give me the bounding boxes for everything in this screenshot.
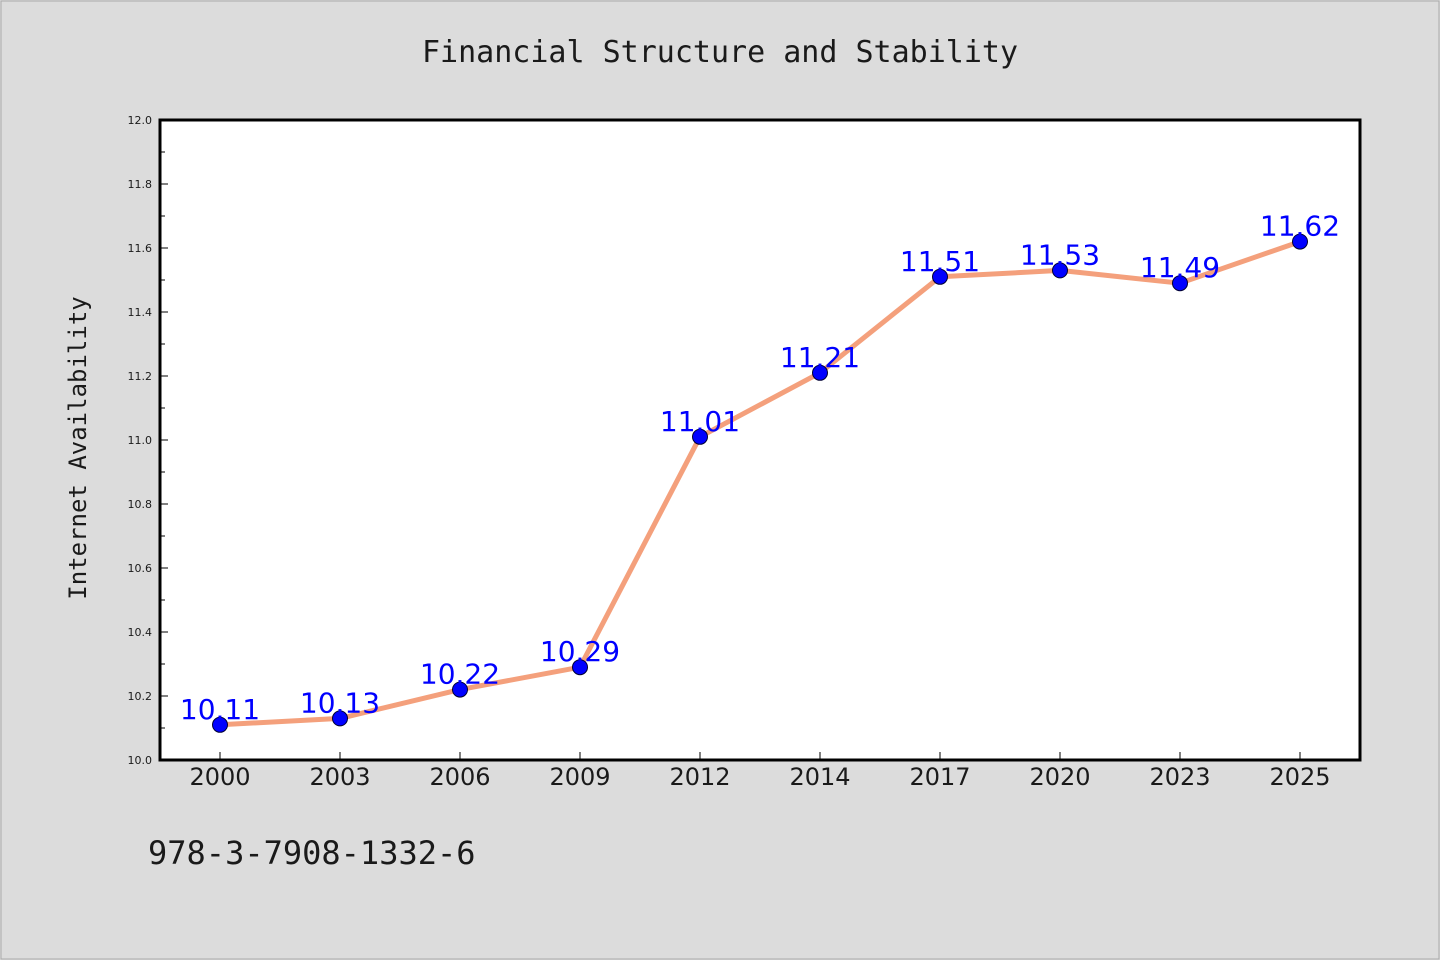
data-point [692,428,708,445]
x-tick-label: 2017 [909,763,970,791]
x-tick-label: 2014 [789,763,850,791]
y-tick-label: 10.4 [128,626,153,639]
y-tick-label: 10.6 [128,562,153,575]
y-tick-label: 11.0 [128,434,153,447]
x-tick-label: 2003 [309,763,370,791]
data-markers [212,233,1308,733]
data-point [1172,275,1188,292]
data-label: 10.29 [540,635,620,668]
data-point [1292,233,1308,250]
data-point [332,710,348,727]
x-tick-label: 2025 [1269,763,1330,791]
data-label: 10.13 [300,686,380,719]
x-tick-label: 2012 [669,763,730,791]
y-axis-label: Internet Availability [64,296,92,599]
plot-area [160,120,1360,760]
isbn-annotation: 978-3-7908-1332-6 [148,834,476,872]
y-tick-label: 10.0 [128,754,153,767]
series-line [217,239,1303,728]
x-tick-label: 2006 [429,763,490,791]
chart-title: Financial Structure and Stability [422,35,1018,70]
data-point [812,364,828,381]
data-label: 11.01 [660,405,740,438]
data-point [932,268,948,285]
x-tick-label: 2000 [189,763,250,791]
x-tick-label: 2023 [1149,763,1210,791]
data-point [212,716,228,733]
x-tick-label: 2009 [549,763,610,791]
y-tick-label: 11.4 [128,306,153,319]
y-tick-label: 11.2 [128,370,153,383]
data-label: 11.49 [1140,251,1220,284]
y-tick-label: 10.8 [128,498,153,511]
data-point [452,681,468,698]
data-label: 10.22 [420,658,500,691]
y-tick-label: 11.6 [128,242,153,255]
y-tick-label: 10.2 [128,690,153,703]
data-label: 11.53 [1020,238,1100,271]
data-labels: 10.11 10.13 10.22 10.29 11.01 11.21 11.51 11.53… [180,210,1340,726]
y-tick-label: 11.8 [128,178,153,191]
data-point [1052,262,1068,279]
x-axis: 2000 2003 2006 2009 2012 2014 2017 2020 2023 2025 [189,752,1331,791]
data-label: 10.11 [180,693,260,726]
data-point [572,659,588,676]
data-label: 11.51 [900,245,980,278]
plot-frame [158,118,1362,762]
data-label: 11.62 [1260,210,1340,243]
series-line-group [217,239,1303,728]
x-tick-label: 2020 [1029,763,1090,791]
y-tick-label: 12.0 [128,114,153,127]
data-label: 11.21 [780,341,860,374]
